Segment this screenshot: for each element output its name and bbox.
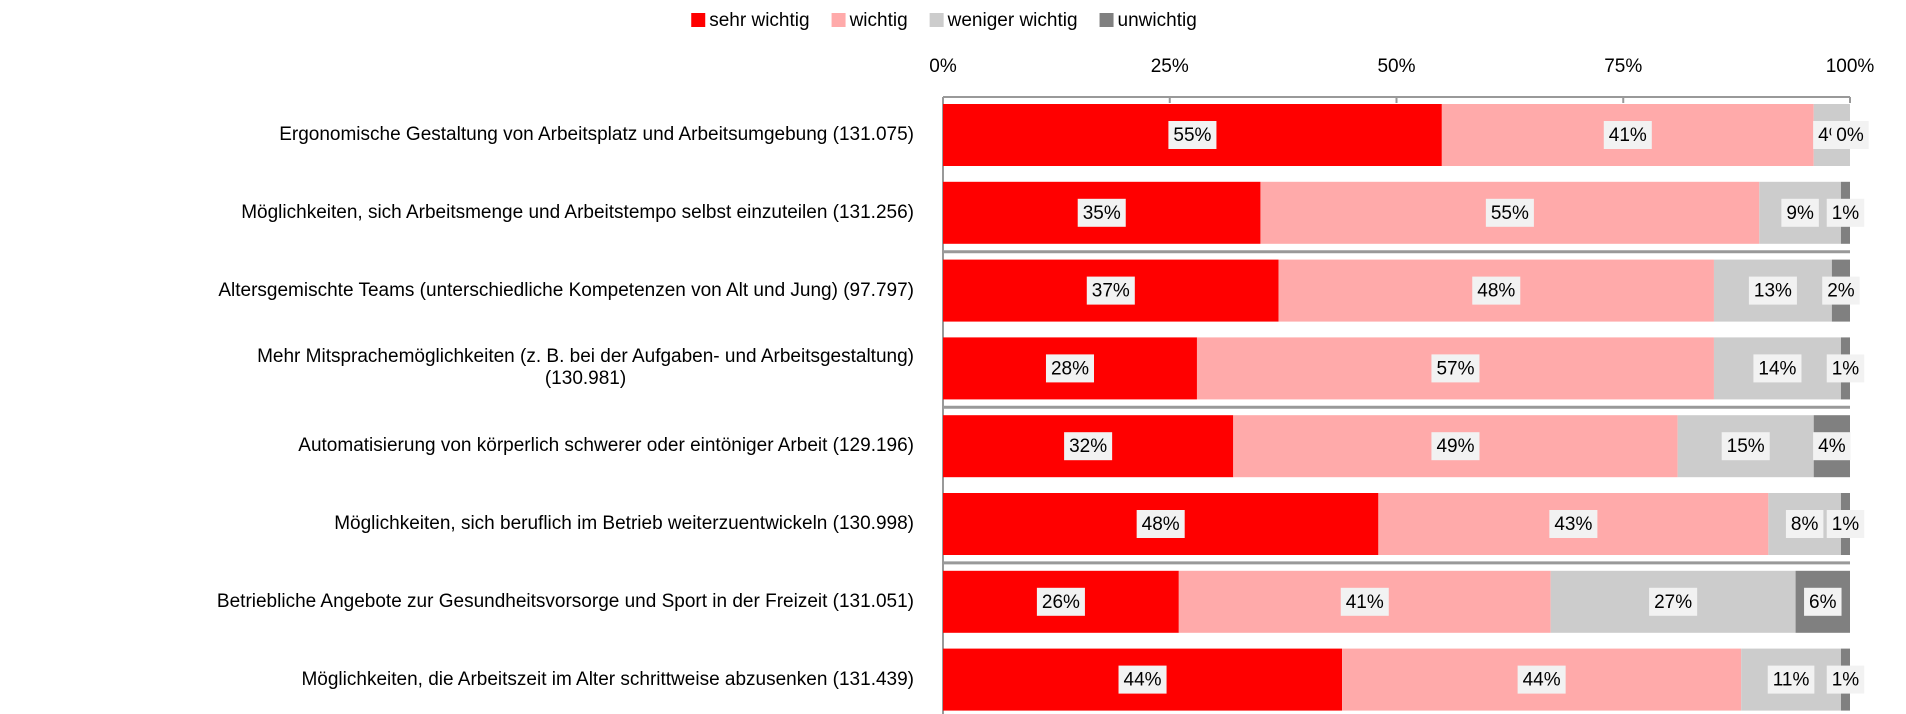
label-box — [1549, 510, 1598, 538]
data-label: 32% — [1069, 436, 1107, 457]
label-box — [1118, 665, 1167, 694]
legend-label: sehr wichtig — [709, 10, 809, 31]
data-label: 37% — [1092, 281, 1130, 302]
legend-label: wichtig — [849, 10, 908, 31]
category-label: Möglichkeiten, die Arbeitszeit im Alter … — [301, 668, 914, 690]
data-label: 6% — [1809, 592, 1837, 613]
data-label: 57% — [1436, 358, 1474, 379]
label-box — [1826, 510, 1865, 538]
data-label: 44% — [1523, 670, 1561, 691]
label-box — [1826, 198, 1865, 227]
label-box — [1036, 587, 1085, 616]
data-label: 55% — [1173, 125, 1211, 146]
legend-swatch — [929, 13, 944, 27]
label-box — [1485, 198, 1534, 227]
legend-swatch — [831, 13, 846, 27]
data-label: 1% — [1832, 203, 1860, 224]
category-label: Automatisierung von körperlich schwerer … — [298, 435, 914, 457]
label-box — [1064, 432, 1113, 461]
data-label: 55% — [1491, 203, 1529, 224]
label-box — [1077, 198, 1126, 227]
x-tick-label: 50% — [1377, 56, 1415, 77]
label-box — [1431, 432, 1480, 461]
category-label: Möglichkeiten, sich beruflich im Betrieb… — [334, 513, 914, 534]
label-box — [1781, 198, 1819, 227]
data-label: 41% — [1346, 592, 1384, 613]
label-box — [1517, 665, 1566, 694]
data-label: 1% — [1832, 358, 1860, 379]
data-label: 43% — [1554, 514, 1592, 535]
label-box — [1721, 432, 1770, 461]
data-label: 49% — [1436, 436, 1474, 457]
data-label: 1% — [1832, 514, 1860, 535]
label-box — [1767, 665, 1815, 694]
category-label: Ergonomische Gestaltung von Arbeitsplatz… — [279, 124, 914, 145]
legend-swatch — [1099, 13, 1114, 27]
category-label: Möglichkeiten, sich Arbeitsmenge und Arb… — [241, 201, 914, 223]
data-label: 15% — [1727, 436, 1765, 457]
legend-label: weniger wichtig — [947, 10, 1078, 31]
category-label: Betriebliche Angebote zur Gesundheitsvor… — [216, 590, 914, 612]
data-label: 48% — [1477, 281, 1515, 302]
label-box — [1826, 665, 1865, 694]
label-box — [1045, 354, 1094, 383]
data-label: 0% — [1836, 125, 1864, 146]
data-label: 48% — [1142, 514, 1180, 535]
data-label: 14% — [1758, 358, 1796, 379]
data-label: 28% — [1051, 358, 1089, 379]
label-box — [1086, 276, 1135, 305]
data-label: 4% — [1818, 436, 1846, 457]
data-label: 9% — [1786, 203, 1814, 224]
label-box — [1785, 510, 1824, 538]
legend-swatch — [691, 13, 706, 27]
legend-label: unwichtig — [1118, 10, 1197, 31]
label-box — [1431, 354, 1480, 383]
data-label: 13% — [1754, 281, 1792, 302]
category-label: Mehr Mitsprachemöglichkeiten (z. B. bei … — [257, 346, 914, 390]
label-box — [1831, 121, 1869, 149]
data-label: 2% — [1827, 281, 1855, 302]
data-label: 8% — [1791, 514, 1819, 535]
label-box — [1472, 276, 1521, 305]
data-label: 27% — [1654, 592, 1692, 613]
x-tick-label: 75% — [1604, 56, 1642, 77]
label-box — [1340, 587, 1389, 616]
data-label: 1% — [1832, 670, 1860, 691]
label-box — [1748, 276, 1797, 305]
label-box — [1804, 587, 1842, 616]
label-box — [1168, 121, 1217, 149]
data-label: 35% — [1083, 203, 1121, 224]
x-tick-label: 25% — [1151, 56, 1189, 77]
x-tick-label: 0% — [929, 56, 957, 77]
data-label: 11% — [1773, 670, 1810, 691]
label-box — [1753, 354, 1802, 383]
label-box — [1136, 510, 1185, 538]
data-label: 41% — [1609, 125, 1647, 146]
label-box — [1649, 587, 1698, 616]
label-box — [1813, 432, 1851, 461]
x-tick-label: 100% — [1826, 56, 1875, 77]
category-label: Altersgemischte Teams (unterschiedliche … — [218, 279, 914, 301]
label-box — [1822, 276, 1860, 305]
label-box — [1603, 121, 1652, 149]
data-label: 44% — [1124, 670, 1162, 691]
data-label: 26% — [1042, 592, 1080, 613]
label-box — [1826, 354, 1865, 383]
